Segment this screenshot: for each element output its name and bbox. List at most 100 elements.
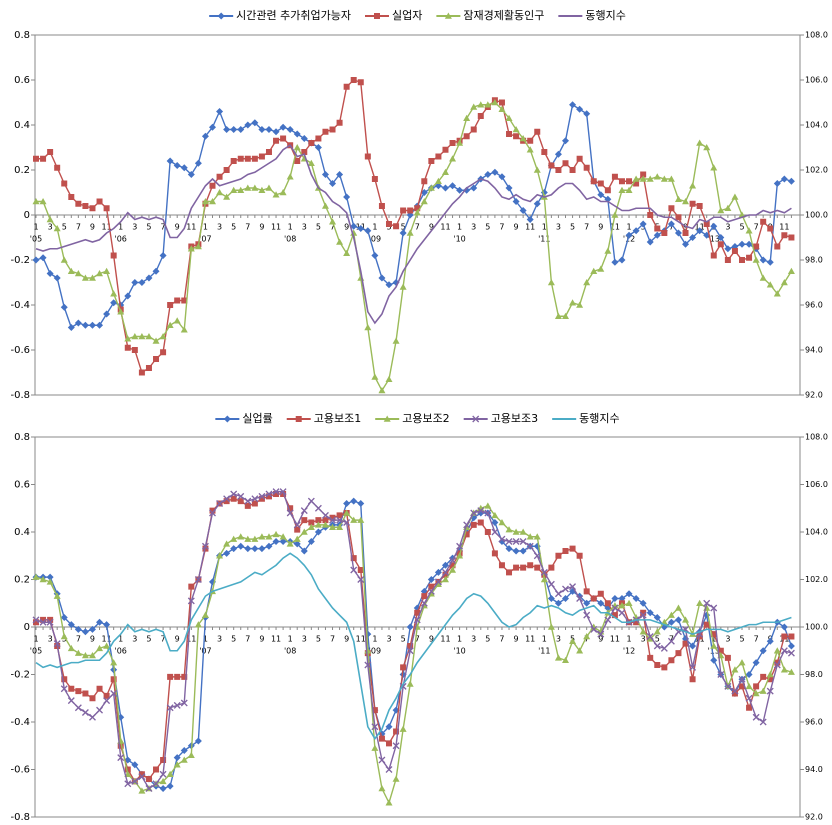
- marker: [505, 184, 513, 192]
- y2-tick-label: 106.0: [805, 76, 828, 85]
- marker: [780, 623, 788, 631]
- marker: [237, 492, 245, 500]
- y-tick-label: -0.4: [10, 300, 30, 311]
- marker: [110, 676, 117, 683]
- marker: [392, 742, 400, 750]
- marker: [230, 158, 237, 164]
- marker: [519, 528, 527, 535]
- marker: [350, 516, 358, 523]
- marker: [689, 234, 697, 241]
- marker: [667, 618, 675, 626]
- marker: [731, 687, 739, 695]
- marker: [357, 225, 365, 232]
- marker: [81, 709, 89, 716]
- marker: [96, 685, 103, 692]
- marker: [244, 497, 252, 505]
- marker: [60, 614, 68, 621]
- marker: [315, 517, 322, 524]
- marker: [321, 171, 329, 178]
- marker: [399, 229, 407, 237]
- marker: [145, 274, 153, 282]
- marker: [738, 659, 746, 666]
- x-tick-label: 11: [186, 223, 196, 232]
- marker: [96, 706, 103, 714]
- marker: [194, 576, 202, 583]
- legend-label: 잠재경제활동인구: [463, 8, 544, 22]
- marker: [759, 256, 767, 264]
- marker: [103, 310, 111, 318]
- marker: [717, 207, 725, 214]
- marker: [710, 252, 717, 259]
- x-tick-label: 9: [175, 223, 180, 232]
- marker: [646, 609, 654, 617]
- marker: [781, 633, 788, 640]
- marker: [322, 517, 329, 524]
- marker: [181, 673, 188, 680]
- marker: [533, 166, 541, 173]
- marker: [583, 611, 591, 619]
- marker: [427, 576, 435, 583]
- marker: [759, 687, 767, 694]
- marker: [472, 415, 480, 423]
- marker: [554, 654, 562, 661]
- marker: [265, 490, 273, 498]
- marker: [547, 580, 555, 588]
- y2-tick-label: 104.0: [805, 528, 828, 537]
- marker: [386, 740, 392, 747]
- x-tick-label: 3: [556, 223, 561, 232]
- x-tick-label: 3: [556, 635, 561, 644]
- marker: [632, 595, 640, 602]
- marker: [434, 580, 442, 588]
- marker: [329, 516, 336, 524]
- marker: [710, 604, 718, 612]
- marker: [399, 725, 407, 732]
- x-tick-label: 9: [259, 223, 264, 232]
- marker: [223, 495, 231, 503]
- marker: [258, 495, 265, 502]
- marker: [534, 564, 541, 571]
- x-tick-label: 1: [372, 223, 377, 232]
- marker: [237, 155, 244, 162]
- marker: [39, 618, 47, 626]
- marker: [166, 704, 174, 712]
- marker: [569, 545, 576, 552]
- marker: [60, 633, 68, 640]
- marker: [364, 227, 372, 235]
- marker: [788, 633, 795, 640]
- y-tick-label: -0.6: [10, 765, 30, 776]
- marker: [273, 137, 280, 144]
- marker: [434, 568, 442, 576]
- marker: [611, 258, 619, 266]
- marker: [230, 186, 238, 194]
- marker: [343, 193, 351, 201]
- marker: [526, 542, 534, 550]
- marker: [407, 643, 414, 649]
- marker: [444, 12, 452, 19]
- marker: [81, 628, 89, 636]
- marker: [646, 238, 654, 246]
- marker: [166, 782, 174, 790]
- marker: [554, 150, 562, 158]
- x-tick-label: 3: [217, 635, 222, 644]
- marker: [145, 365, 152, 371]
- x-tick-label: 9: [429, 635, 434, 644]
- marker: [244, 155, 251, 162]
- year-label: '13: [708, 235, 720, 244]
- marker: [272, 191, 280, 198]
- marker: [160, 757, 167, 763]
- marker: [124, 344, 131, 351]
- marker: [633, 619, 640, 626]
- marker: [420, 189, 428, 196]
- marker: [724, 245, 732, 253]
- marker: [336, 516, 344, 524]
- marker: [674, 229, 682, 237]
- y-tick-label: 0.8: [14, 30, 30, 41]
- marker: [88, 274, 96, 281]
- marker: [343, 83, 350, 90]
- marker: [512, 538, 520, 545]
- marker: [660, 175, 668, 182]
- marker: [301, 517, 308, 524]
- marker: [251, 500, 258, 507]
- marker: [314, 521, 322, 528]
- marker: [477, 113, 484, 119]
